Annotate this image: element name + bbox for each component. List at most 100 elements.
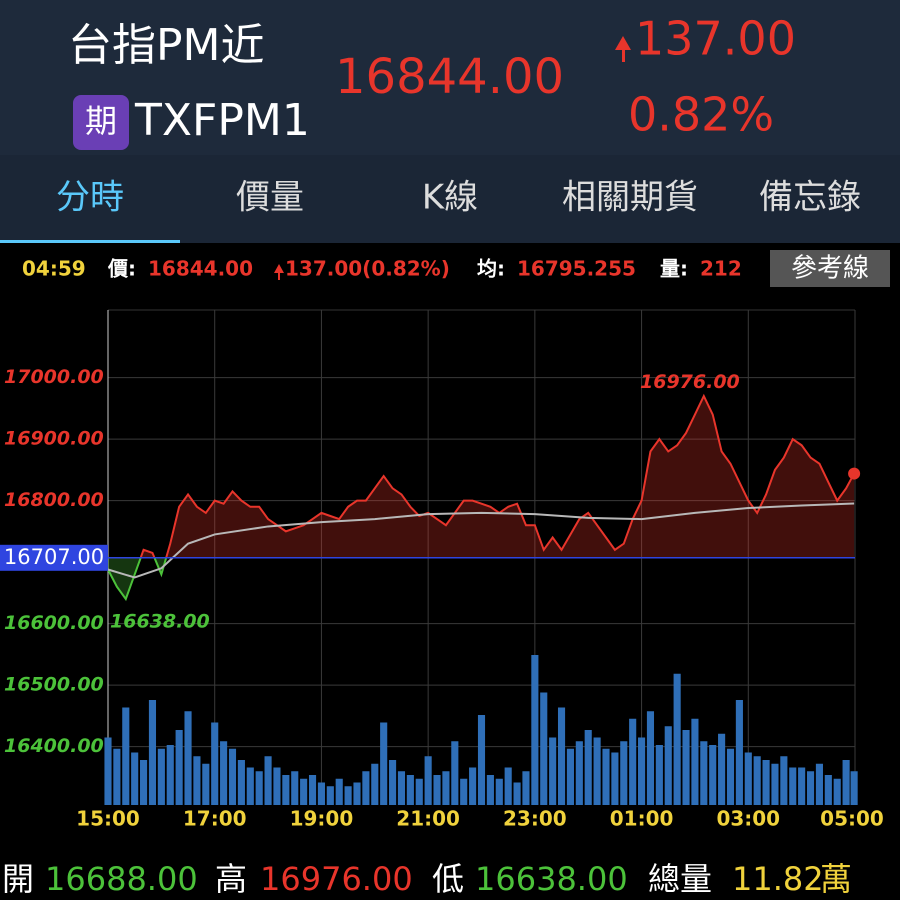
reference-box <box>0 544 108 571</box>
info-change: 137.00(0.82%) <box>285 257 450 281</box>
volume-bar <box>389 760 397 805</box>
tab-underline <box>0 240 180 243</box>
volume-bar <box>246 767 254 805</box>
vol: 11.82 <box>732 860 824 898</box>
volume-bar <box>531 655 539 805</box>
open: 16688.00 <box>45 860 198 898</box>
volume-bar <box>664 726 672 805</box>
volume-bar <box>104 737 112 805</box>
volume-bar <box>371 763 379 805</box>
volume-bar <box>211 722 219 805</box>
tab[interactable]: K線 <box>422 178 478 218</box>
tab[interactable]: 價量 <box>236 178 304 218</box>
volume-bar <box>789 767 797 805</box>
volume-bar <box>744 752 752 805</box>
volume-bar <box>850 771 858 805</box>
volume-bar <box>353 782 361 805</box>
info-vol-label: 量: <box>660 257 688 281</box>
badge: 期 <box>85 102 117 140</box>
volume-bar <box>308 775 317 805</box>
volume-bar <box>638 737 646 805</box>
volume-bar <box>726 748 735 805</box>
volume-bar <box>380 722 388 805</box>
header-bg <box>0 0 900 155</box>
volume-bar <box>771 763 779 805</box>
low-label: 16638.00 <box>110 611 210 633</box>
tabs-bg <box>0 155 900 243</box>
volume-bar <box>282 775 290 805</box>
volume-bar <box>611 752 619 805</box>
low: 16638.00 <box>475 860 628 898</box>
volume-bar <box>513 782 521 805</box>
volume-bar <box>682 730 690 805</box>
x-tick-label: 19:00 <box>290 807 354 831</box>
x-tick-label: 15:00 <box>76 807 140 831</box>
volume-bar <box>122 707 130 805</box>
volume-bar <box>806 771 815 805</box>
tab[interactable]: 相關期貨 <box>562 178 698 218</box>
high: 16976.00 <box>260 860 413 898</box>
volume-bar <box>442 771 450 805</box>
change-pct: 0.82% <box>628 88 774 142</box>
volume-bar <box>584 730 592 805</box>
volume-bar <box>842 760 850 805</box>
volume-bar <box>326 786 334 805</box>
volume-bar <box>753 756 761 805</box>
volume-bar <box>735 700 743 805</box>
y-tick-label: 16600.00 <box>4 612 104 634</box>
volume-bar <box>460 778 468 805</box>
price-line <box>139 393 855 558</box>
code: TXFPM1 <box>134 95 310 146</box>
vol-label: 總量 <box>648 860 712 898</box>
volume-bar <box>655 745 663 805</box>
x-tick-label: 17:00 <box>183 807 247 831</box>
chart: 16707.00 16400.00 16500.00 16600.00 16800.00… <box>0 309 884 831</box>
volume-bar <box>495 778 503 805</box>
info-time: 04:59 <box>22 257 86 281</box>
volume-bar <box>362 771 370 805</box>
info-vol: 212 <box>700 257 742 281</box>
volume-bar <box>291 771 299 805</box>
x-tick-label: 03:00 <box>716 807 780 831</box>
volume-bar <box>700 741 708 805</box>
volume-bar <box>504 767 512 805</box>
volume-bar <box>566 748 574 805</box>
up-arrow <box>615 36 631 62</box>
volume-bar <box>815 763 823 805</box>
volume-bar <box>540 692 548 805</box>
tabs: 分時 價量 K線 相關期貨 備忘錄 <box>56 178 861 218</box>
info-arrow <box>274 264 284 280</box>
high-label: 16976.00 <box>640 371 740 393</box>
volume-bar <box>415 778 423 805</box>
tab[interactable]: 分時 <box>56 178 124 218</box>
volume-bar <box>824 775 832 805</box>
title: 台指PM近 <box>68 20 265 71</box>
volume-bar <box>424 756 432 805</box>
y-tick-label: 16800.00 <box>4 489 104 511</box>
volume-bar <box>131 752 139 805</box>
ref-button[interactable] <box>770 250 890 287</box>
volume-bar <box>469 767 477 805</box>
volume-bar <box>184 711 192 805</box>
change: 137.00 <box>635 12 796 66</box>
volume-bar <box>344 786 352 805</box>
tab[interactable]: 備忘錄 <box>759 178 861 218</box>
high-label: 高 <box>215 860 247 898</box>
volume-bar <box>406 775 414 805</box>
volume-bar <box>762 760 770 805</box>
volume-bar <box>575 741 583 805</box>
x-tick-label: 23:00 <box>503 807 567 831</box>
y-tick-label: 16400.00 <box>4 735 104 757</box>
volume-bar <box>691 718 699 805</box>
volume-bar <box>451 741 459 805</box>
info-price-label: 價: <box>107 257 136 281</box>
x-tick-label: 01:00 <box>610 807 674 831</box>
low-label: 低 <box>432 860 464 898</box>
ref-button-label[interactable]: 參考線 <box>791 254 869 284</box>
volume-bar <box>193 756 201 805</box>
info-price: 16844.00 <box>148 257 253 281</box>
reference-label: 16707.00 <box>4 545 104 569</box>
volume-bar <box>477 715 486 805</box>
y-tick-label: 16900.00 <box>4 428 104 450</box>
